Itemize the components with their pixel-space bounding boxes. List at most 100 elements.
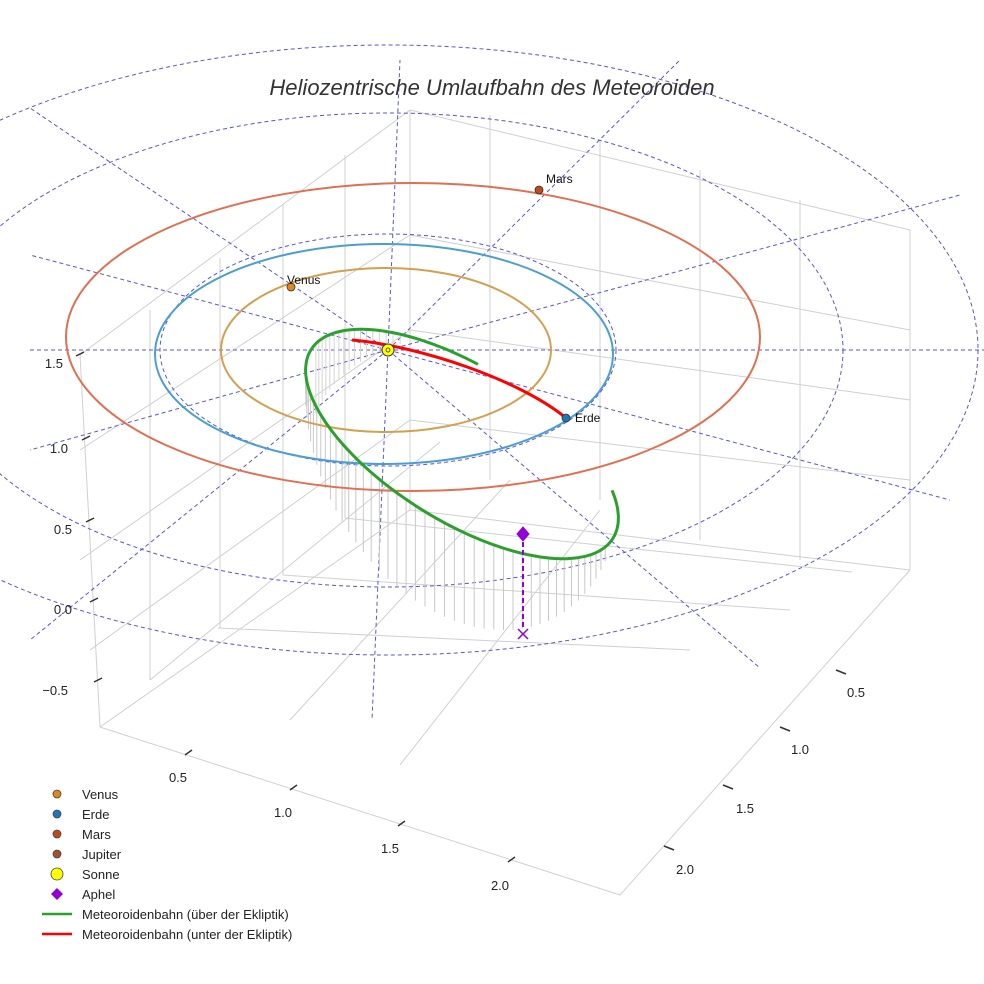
z-tick-label: −0.5 bbox=[42, 683, 68, 698]
legend-label: Aphel bbox=[82, 886, 116, 902]
x-tick-mark bbox=[184, 749, 193, 756]
x-tick-label: 0.5 bbox=[169, 770, 187, 785]
label-erde: Erde bbox=[575, 411, 601, 425]
ecliptic-spoke bbox=[371, 349, 389, 721]
ecliptic-spoke bbox=[29, 254, 389, 351]
legend-item[interactable]: Mars bbox=[38, 824, 292, 844]
legend-item[interactable]: Meteoroidenbahn (unter der Ekliptik) bbox=[38, 924, 292, 944]
grid-line bbox=[99, 726, 621, 896]
legend-symbol bbox=[38, 904, 76, 924]
ecliptic-spoke bbox=[387, 349, 761, 669]
grid-line bbox=[619, 569, 911, 896]
legend-item[interactable]: Erde bbox=[38, 804, 292, 824]
legend-label: Meteoroidenbahn (über der Ekliptik) bbox=[82, 906, 289, 922]
legend-symbol bbox=[38, 804, 76, 824]
ecliptic-spoke bbox=[387, 59, 401, 351]
ecliptic-spoke bbox=[29, 107, 389, 351]
ecliptic-spoke bbox=[29, 349, 389, 641]
grid-line bbox=[99, 509, 411, 728]
label-mars: Mars bbox=[546, 172, 573, 186]
legend-label: Sonne bbox=[82, 866, 120, 882]
marker-sonne bbox=[381, 343, 395, 357]
ecliptic-spoke bbox=[387, 349, 951, 501]
y-tick-mark bbox=[663, 845, 675, 851]
legend: Venus Erde Mars Jupiter Sonne Aphel Meteoroide… bbox=[38, 784, 292, 944]
chart-title: Heliozentrische Umlaufbahn des Meteoroid… bbox=[269, 75, 714, 100]
legend-symbol bbox=[38, 784, 76, 804]
ecliptic-spoke bbox=[387, 194, 961, 351]
legend-item[interactable]: Meteoroidenbahn (über der Ekliptik) bbox=[38, 904, 292, 924]
z-tick-mark bbox=[93, 677, 103, 683]
legend-item[interactable]: Aphel bbox=[38, 884, 292, 904]
grid-line bbox=[409, 234, 911, 331]
x-tick-mark bbox=[397, 820, 406, 827]
ecliptic-reference-layer bbox=[0, 44, 984, 721]
legend-dot bbox=[52, 789, 62, 799]
legend-label: Meteoroidenbahn (unter der Ekliptik) bbox=[82, 926, 293, 942]
legend-diamond bbox=[51, 888, 63, 900]
grid-line bbox=[282, 574, 791, 611]
x-tick-label: 1.0 bbox=[274, 805, 292, 820]
y-tick-label: 1.0 bbox=[791, 742, 809, 757]
ecliptic-spoke bbox=[387, 59, 681, 351]
x-tick-label: 1.5 bbox=[381, 841, 399, 856]
legend-dot bbox=[52, 809, 62, 819]
x-tick-mark bbox=[507, 856, 516, 863]
aphel-projection-marker bbox=[517, 628, 529, 640]
ecliptic-spoke bbox=[29, 349, 389, 451]
y-tick-mark bbox=[722, 784, 734, 790]
orbit-venus bbox=[220, 267, 552, 433]
z-tick-mark bbox=[81, 435, 91, 441]
marker-sonne-core bbox=[385, 347, 391, 353]
y-tick-label: 1.5 bbox=[736, 801, 754, 816]
ecliptic-circle bbox=[159, 233, 617, 467]
orbits-layer bbox=[65, 182, 761, 640]
y-tick-label: 2.0 bbox=[676, 862, 694, 877]
orbit-erde bbox=[154, 243, 614, 465]
grid-line bbox=[89, 419, 411, 651]
legend-symbol bbox=[38, 884, 76, 904]
grid-line bbox=[149, 441, 441, 681]
legend-label: Venus bbox=[82, 786, 119, 802]
legend-label: Jupiter bbox=[82, 846, 122, 862]
legend-symbol bbox=[38, 864, 76, 884]
z-tick-label: 1.5 bbox=[45, 356, 63, 371]
y-tick-mark bbox=[835, 669, 847, 675]
ticks-layer: 0.5 1.0 1.5 2.0 0.5 1.0 1.5 2.0 1.5 1.0 0.5 0.0 −0.5 bbox=[42, 351, 865, 893]
legend-item[interactable]: Jupiter bbox=[38, 844, 292, 864]
y-tick-mark bbox=[779, 726, 791, 732]
legend-symbol bbox=[38, 824, 76, 844]
legend-label: Erde bbox=[82, 806, 110, 822]
marker-venus bbox=[286, 282, 296, 292]
grid-line bbox=[79, 329, 411, 561]
grid-layer bbox=[79, 109, 911, 896]
grid-line bbox=[79, 234, 411, 451]
z-tick-mark bbox=[85, 517, 95, 523]
legend-item[interactable]: Sonne bbox=[38, 864, 292, 884]
grid-line bbox=[79, 109, 411, 356]
legend-label: Mars bbox=[82, 826, 111, 842]
grid-line bbox=[409, 329, 911, 401]
marker-erde bbox=[561, 413, 571, 423]
z-tick-label: 1.0 bbox=[50, 441, 68, 456]
legend-item[interactable]: Venus bbox=[38, 784, 292, 804]
grid-line bbox=[399, 509, 601, 766]
aphel-cross-stroke bbox=[517, 628, 529, 640]
legend-dot bbox=[52, 829, 62, 839]
grid-line bbox=[79, 354, 101, 728]
grid-line bbox=[409, 109, 911, 231]
z-tick-label: 0.5 bbox=[54, 522, 72, 537]
legend-symbol bbox=[38, 924, 76, 944]
grid-line bbox=[409, 419, 911, 481]
drop-lines-layer bbox=[305, 329, 606, 630]
legend-dot bbox=[52, 849, 62, 859]
marker-mars bbox=[534, 185, 544, 195]
grid-line bbox=[289, 479, 511, 721]
meteoroid-orbit-below bbox=[351, 338, 567, 420]
legend-dot bbox=[50, 867, 64, 881]
grid-line bbox=[409, 509, 911, 571]
label-venus: Venus bbox=[287, 273, 320, 287]
marker-aphel bbox=[516, 526, 530, 542]
meteoroid-orbit-above bbox=[304, 327, 620, 561]
